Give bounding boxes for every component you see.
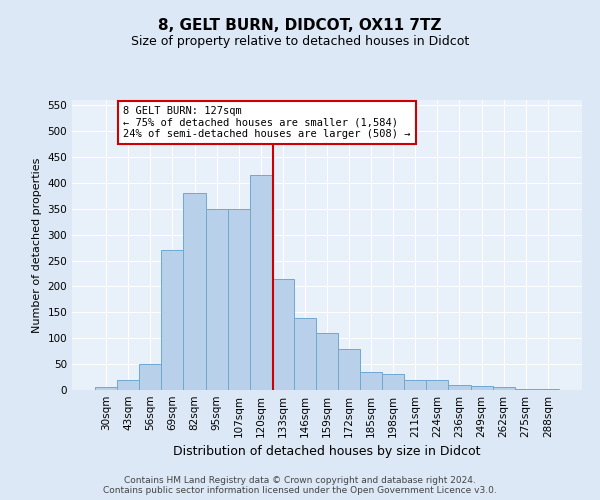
Bar [227, 209, 250, 390]
Bar [470, 386, 493, 390]
Bar [515, 389, 537, 390]
Bar [338, 348, 360, 390]
Bar [382, 374, 404, 390]
Bar [493, 388, 515, 390]
Bar [316, 333, 338, 390]
Bar [117, 380, 139, 390]
Bar [184, 193, 206, 390]
Bar [427, 380, 448, 390]
Bar [272, 278, 294, 390]
Text: 8, GELT BURN, DIDCOT, OX11 7TZ: 8, GELT BURN, DIDCOT, OX11 7TZ [158, 18, 442, 32]
Bar [139, 364, 161, 390]
Text: Contains HM Land Registry data © Crown copyright and database right 2024.: Contains HM Land Registry data © Crown c… [124, 476, 476, 485]
Text: Size of property relative to detached houses in Didcot: Size of property relative to detached ho… [131, 35, 469, 48]
Bar [404, 380, 427, 390]
Bar [206, 209, 227, 390]
Bar [95, 388, 117, 390]
Text: 8 GELT BURN: 127sqm
← 75% of detached houses are smaller (1,584)
24% of semi-det: 8 GELT BURN: 127sqm ← 75% of detached ho… [123, 106, 410, 139]
Bar [360, 372, 382, 390]
Bar [294, 318, 316, 390]
Text: Contains public sector information licensed under the Open Government Licence v3: Contains public sector information licen… [103, 486, 497, 495]
X-axis label: Distribution of detached houses by size in Didcot: Distribution of detached houses by size … [173, 446, 481, 458]
Y-axis label: Number of detached properties: Number of detached properties [32, 158, 42, 332]
Bar [250, 175, 272, 390]
Bar [161, 250, 184, 390]
Bar [448, 385, 470, 390]
